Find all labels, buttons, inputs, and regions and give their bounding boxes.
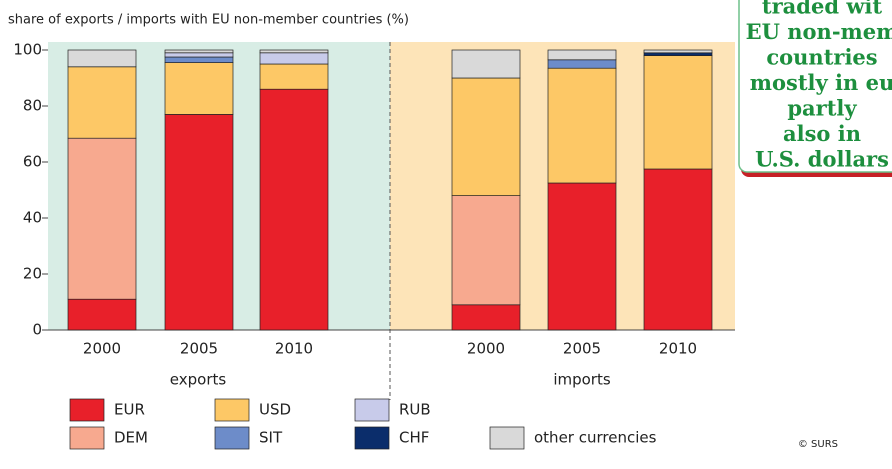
- legend-swatch: [69, 398, 105, 422]
- group-label: imports: [553, 371, 611, 389]
- legend-label: USD: [259, 401, 291, 419]
- bar-segment: [67, 49, 137, 68]
- y-tick-label: 80: [23, 97, 42, 115]
- bar-segment: [547, 182, 617, 331]
- x-tick-label: 2005: [180, 340, 218, 358]
- legend-label: CHF: [399, 429, 429, 447]
- x-tick-label: 2010: [275, 340, 313, 358]
- bar-segment: [547, 59, 617, 69]
- bar-segment: [67, 298, 137, 331]
- bar-segment: [259, 49, 329, 54]
- callout-line: partly: [787, 96, 857, 121]
- bar-segment: [643, 52, 713, 56]
- legend-swatch: [489, 426, 525, 450]
- bar-segment: [164, 56, 234, 63]
- x-tick-label: 2000: [467, 340, 505, 358]
- legend-swatch: [354, 426, 390, 450]
- callout-line: EU non-mem: [746, 19, 892, 44]
- group-label: exports: [170, 371, 227, 389]
- y-tick-label: 0: [32, 321, 42, 339]
- bar-segment: [643, 49, 713, 54]
- callout-line: countries: [766, 45, 877, 70]
- bar-segment: [547, 67, 617, 184]
- x-tick-label: 2010: [659, 340, 697, 358]
- callout-line: mostly in eu: [750, 70, 892, 95]
- x-tick-label: 2000: [83, 340, 121, 358]
- credit: © SURS: [798, 439, 838, 450]
- y-tick-label: 60: [23, 153, 42, 171]
- bar-segment: [259, 88, 329, 331]
- callout-line: U.S. dollars: [755, 147, 889, 172]
- legend-swatch: [354, 398, 390, 422]
- bar-segment: [164, 114, 234, 331]
- bar-segment: [643, 55, 713, 170]
- bar-segment: [259, 52, 329, 65]
- bar-segment: [451, 77, 521, 196]
- legend-label: other currencies: [534, 429, 657, 447]
- callout-line: traded wit: [762, 0, 882, 19]
- bar-segment: [643, 168, 713, 331]
- legend-swatch: [214, 398, 250, 422]
- legend-label: DEM: [114, 429, 148, 447]
- bar-segment: [164, 62, 234, 115]
- bar-segment: [547, 49, 617, 61]
- bar-segment: [259, 63, 329, 90]
- callout-line: also in: [783, 121, 861, 146]
- bar-segment: [451, 49, 521, 79]
- legend-label: EUR: [114, 401, 145, 419]
- bar-segment: [451, 195, 521, 306]
- legend-swatch: [214, 426, 250, 450]
- legend-swatch: [69, 426, 105, 450]
- bar-segment: [164, 52, 234, 58]
- legend-label: RUB: [399, 401, 431, 419]
- chart-title: share of exports / imports with EU non-m…: [8, 13, 409, 28]
- legend-label: SIT: [259, 429, 283, 447]
- y-tick-label: 20: [23, 265, 42, 283]
- bar-segment: [67, 66, 137, 139]
- x-tick-label: 2005: [563, 340, 601, 358]
- y-tick-label: 100: [13, 41, 42, 59]
- bar-segment: [67, 137, 137, 300]
- y-tick-label: 40: [23, 209, 42, 227]
- bar-segment: [164, 49, 234, 54]
- bar-segment: [451, 304, 521, 331]
- callout-box: [738, 0, 892, 177]
